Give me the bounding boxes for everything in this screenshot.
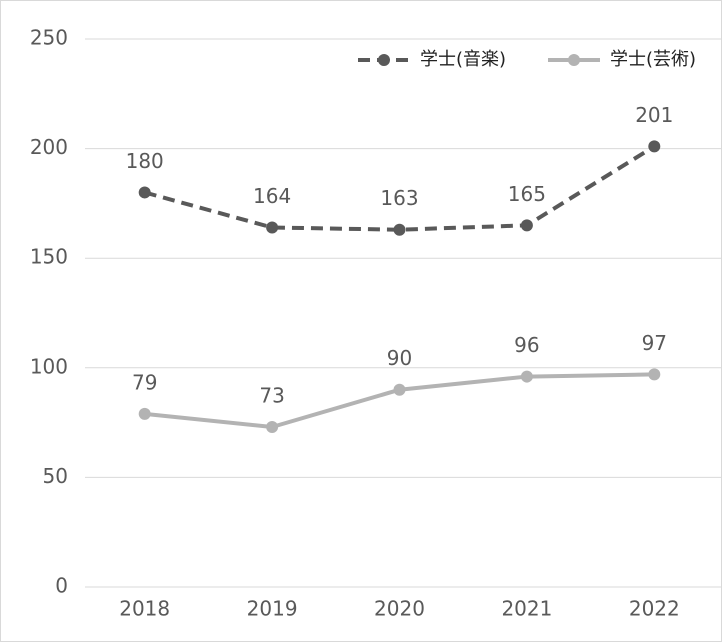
x-tick-label: 2022: [629, 597, 680, 621]
point: [138, 407, 151, 420]
y-tick-label: 50: [43, 464, 68, 488]
x-tick-label: 2020: [374, 597, 425, 621]
point: [138, 186, 151, 199]
data-label: 163: [380, 186, 418, 210]
y-tick-label: 250: [30, 26, 68, 50]
data-label: 73: [259, 383, 284, 407]
x-tick-label: 2019: [247, 597, 298, 621]
data-label: 90: [387, 346, 412, 370]
point: [648, 368, 661, 381]
legend-marker: [378, 54, 390, 66]
point: [266, 221, 279, 234]
data-label: 164: [253, 184, 291, 208]
data-label: 165: [508, 182, 546, 206]
data-label: 180: [126, 149, 164, 173]
legend-text: 学士(音楽): [420, 49, 506, 70]
data-label: 97: [642, 331, 667, 355]
y-tick-label: 100: [30, 354, 68, 378]
data-label: 96: [514, 333, 539, 357]
y-tick-label: 150: [30, 245, 68, 269]
y-tick-label: 0: [55, 574, 68, 598]
x-tick-label: 2021: [501, 597, 552, 621]
y-tick-label: 200: [30, 135, 68, 159]
point: [266, 420, 279, 433]
point: [520, 219, 533, 232]
data-label: 79: [132, 370, 157, 394]
point: [520, 370, 533, 383]
data-label: 201: [635, 103, 673, 127]
x-tick-label: 2018: [119, 597, 170, 621]
point: [648, 140, 661, 153]
legend-marker: [568, 54, 580, 66]
point: [393, 383, 406, 396]
legend-text: 学士(芸術): [610, 49, 696, 70]
point: [393, 223, 406, 236]
